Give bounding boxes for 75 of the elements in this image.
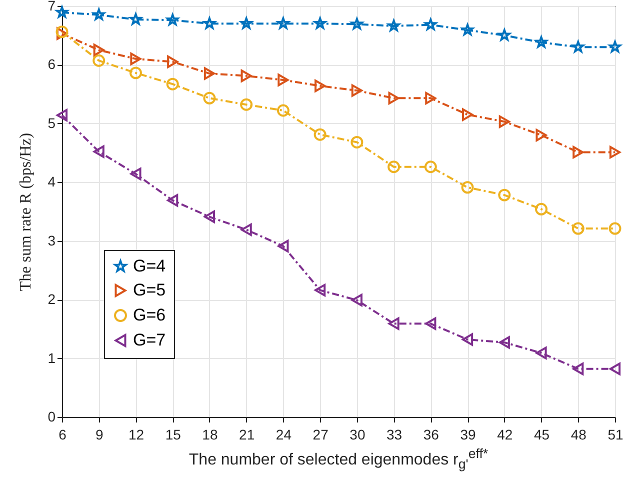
point [92, 54, 106, 67]
point [461, 181, 474, 194]
x-tick-label: 18 [202, 426, 218, 442]
point [276, 104, 290, 117]
point [93, 145, 104, 158]
point [204, 210, 216, 224]
point [167, 56, 178, 68]
point [130, 52, 142, 66]
point [203, 92, 216, 104]
point [536, 346, 547, 360]
point [167, 194, 178, 207]
point [388, 160, 400, 174]
point [129, 66, 142, 80]
legend-label: G=4 [133, 256, 166, 276]
point [240, 223, 252, 236]
x-tick-label: 30 [350, 426, 366, 442]
point [498, 188, 511, 202]
point [93, 44, 104, 56]
point [425, 92, 436, 104]
x-tick-label: 36 [423, 426, 440, 442]
y-tick-label: 4 [48, 174, 56, 190]
point [572, 222, 584, 235]
x-tick-label: 15 [165, 426, 182, 442]
point [56, 108, 68, 122]
point [350, 136, 364, 148]
x-tick-label: 39 [460, 426, 476, 442]
x-tick-label: 51 [608, 426, 624, 442]
legend-label: G=5 [133, 280, 166, 300]
x-tick-label: 33 [386, 426, 402, 442]
x-tick-label: 9 [95, 426, 104, 442]
point [351, 294, 362, 306]
point [498, 115, 510, 128]
x-tick-label: 45 [534, 426, 550, 442]
point [314, 284, 326, 296]
point [314, 80, 326, 92]
point [535, 202, 548, 216]
point [462, 333, 474, 346]
point [278, 74, 289, 86]
x-tick-label: 27 [312, 426, 329, 442]
x-tick-label: 12 [128, 426, 144, 442]
y-axis-title: The sum rate R (bps/Hz) [18, 132, 35, 292]
point [424, 160, 437, 174]
y-tick-label: 1 [48, 350, 56, 366]
point [204, 67, 216, 80]
point [130, 168, 142, 180]
y-tick-label: 3 [48, 232, 56, 248]
point [425, 317, 436, 330]
point [388, 317, 400, 330]
y-tick-label: 0 [48, 408, 56, 424]
point [166, 78, 179, 90]
y-tick-label: 6 [48, 56, 56, 72]
point [462, 108, 474, 121]
point [572, 146, 584, 158]
x-tick-label: 42 [497, 426, 513, 442]
point [240, 98, 253, 111]
point [609, 362, 621, 376]
legend-label: G=7 [133, 330, 166, 350]
point [240, 70, 252, 82]
point [572, 362, 584, 376]
x-tick-label: 21 [239, 426, 255, 442]
point [388, 92, 400, 104]
point [278, 240, 289, 252]
y-tick-label: 2 [48, 291, 56, 308]
point [609, 146, 621, 158]
x-tick-label: 6 [58, 426, 67, 442]
point [608, 222, 622, 235]
legend-label: G=6 [133, 306, 166, 324]
point [536, 128, 547, 142]
y-tick-label: 7 [48, 0, 56, 14]
point [351, 84, 362, 97]
point [498, 336, 510, 349]
y-tick-label: 5 [48, 114, 56, 131]
x-tick-label: 24 [276, 426, 292, 442]
point [314, 128, 326, 141]
x-tick-label: 48 [570, 426, 587, 442]
